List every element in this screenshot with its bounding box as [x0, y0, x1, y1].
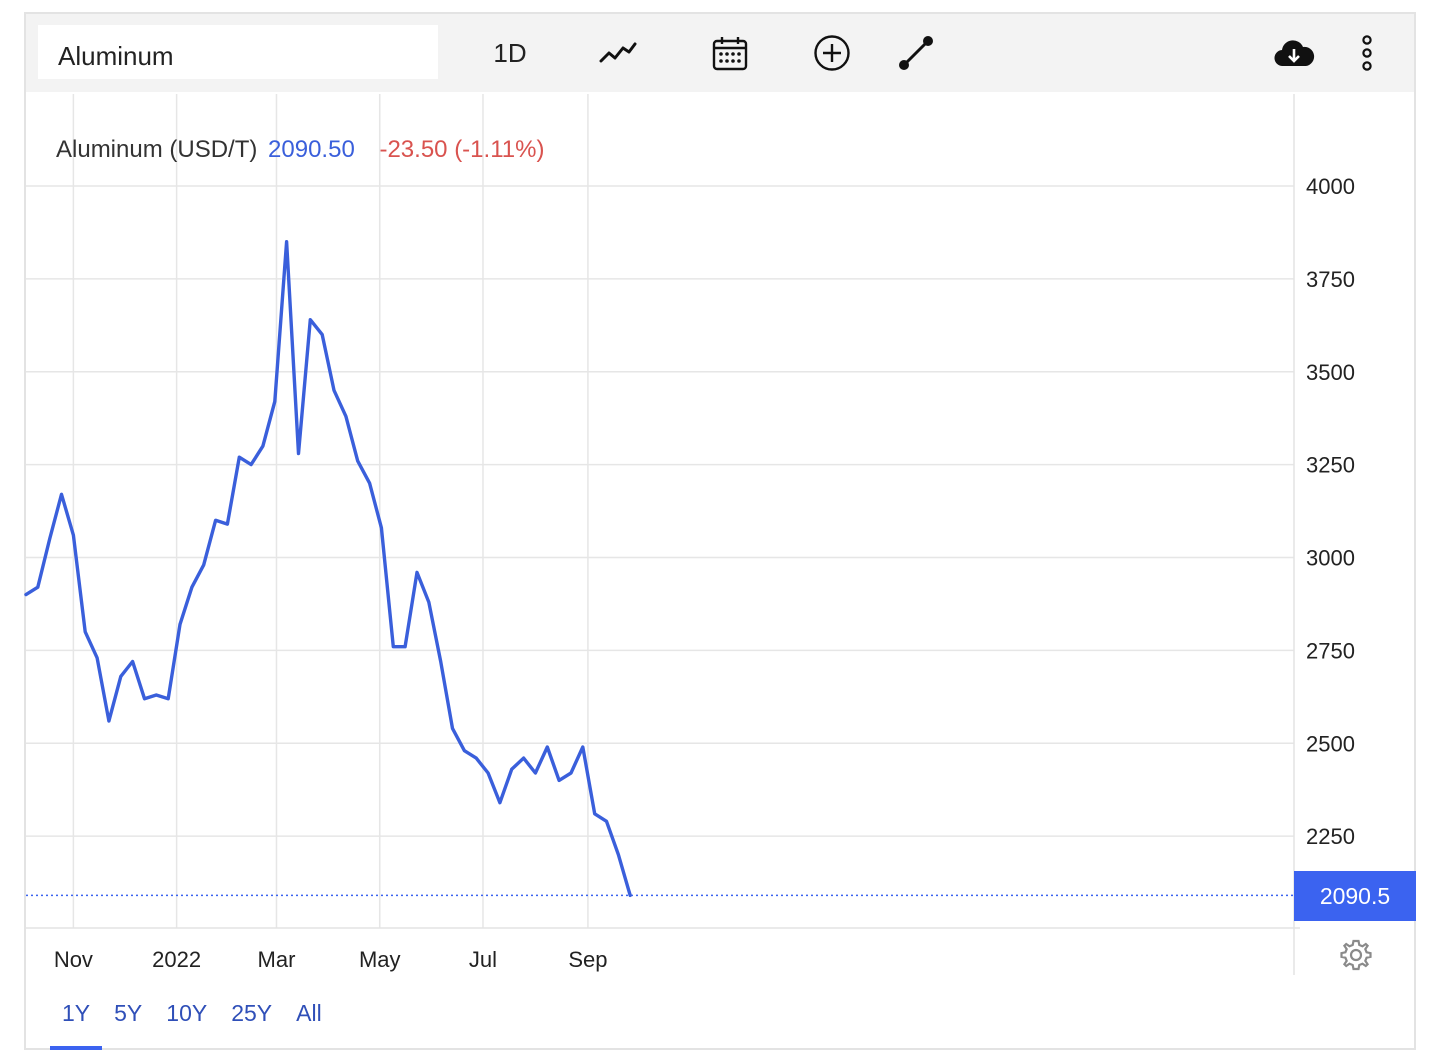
- calendar-icon: [712, 37, 748, 71]
- range-5y-button[interactable]: 5Y: [114, 1000, 143, 1026]
- data-point: [248, 462, 254, 468]
- data-point: [141, 696, 147, 702]
- data-point: [450, 725, 456, 731]
- data-point: [130, 659, 136, 665]
- data-point: [426, 599, 432, 605]
- data-point: [604, 818, 610, 824]
- data-point: [497, 800, 503, 806]
- line-chart-icon: [599, 42, 637, 63]
- y-tick-label: 2250: [1306, 824, 1355, 849]
- draw-line-icon: [899, 36, 933, 70]
- data-point: [532, 770, 538, 776]
- data-point: [568, 770, 574, 776]
- data-point: [367, 480, 373, 486]
- data-point: [544, 744, 550, 750]
- more-vertical-icon: [1362, 35, 1372, 71]
- y-tick-label: 2500: [1306, 731, 1355, 756]
- x-tick-label: Jul: [469, 947, 497, 972]
- data-point: [390, 644, 396, 650]
- download-cloud-icon: [1274, 40, 1315, 67]
- data-point: [118, 673, 124, 679]
- range-all-button[interactable]: All: [296, 1000, 322, 1026]
- x-tick-label: Nov: [54, 947, 93, 972]
- data-point: [319, 332, 325, 338]
- data-point: [461, 748, 467, 754]
- data-point: [592, 811, 598, 817]
- last-price-badge: 2090.5: [1294, 871, 1416, 921]
- y-tick-label: 2750: [1306, 638, 1355, 663]
- data-point: [236, 454, 242, 460]
- data-point: [82, 629, 88, 635]
- legend-change: -23.50 (-1.11%): [379, 136, 545, 163]
- data-point: [153, 692, 159, 698]
- x-tick-label: May: [359, 947, 401, 972]
- settings-gear-icon[interactable]: [1339, 938, 1373, 972]
- x-tick-label: Sep: [568, 947, 607, 972]
- y-tick-label: 3500: [1306, 360, 1355, 385]
- data-point: [35, 584, 41, 590]
- data-point: [378, 525, 384, 531]
- data-point: [224, 521, 230, 527]
- data-point: [509, 766, 515, 772]
- range-10y-button[interactable]: 10Y: [166, 1000, 208, 1026]
- chart-legend: Aluminum (USD/T) 2090.50 -23.50 (-1.11%): [56, 136, 544, 164]
- data-point: [177, 621, 183, 627]
- chart-toolbar: Aluminum 1D: [26, 14, 1414, 92]
- legend-series-name: Aluminum (USD/T): [56, 136, 258, 163]
- symbol-search-input[interactable]: Aluminum: [38, 25, 438, 79]
- data-point: [402, 644, 408, 650]
- y-tick-label: 3000: [1306, 546, 1355, 571]
- data-point: [521, 755, 527, 761]
- data-point: [189, 584, 195, 590]
- add-indicator-button[interactable]: [810, 28, 854, 78]
- data-point: [615, 852, 621, 858]
- legend-price: 2090.50: [268, 136, 355, 163]
- more-options-button[interactable]: [1352, 28, 1382, 78]
- data-point: [485, 770, 491, 776]
- range-25y-button[interactable]: 25Y: [231, 1000, 273, 1026]
- y-tick-label: 3250: [1306, 453, 1355, 478]
- data-point: [106, 718, 112, 724]
- data-point: [59, 491, 65, 497]
- download-button[interactable]: [1272, 28, 1316, 78]
- date-range-button[interactable]: [708, 28, 752, 78]
- data-point: [355, 458, 361, 464]
- y-tick-label: 4000: [1306, 174, 1355, 199]
- data-point: [473, 755, 479, 761]
- y-tick-label: 3750: [1306, 267, 1355, 292]
- add-indicator-icon: [814, 35, 850, 71]
- data-point: [272, 398, 278, 404]
- data-point: [331, 387, 337, 393]
- chart-type-button[interactable]: [596, 28, 640, 78]
- data-point: [70, 532, 76, 538]
- data-point: [556, 777, 562, 783]
- range-1y-button[interactable]: 1Y: [50, 994, 103, 1050]
- data-point: [580, 744, 586, 750]
- data-point: [47, 536, 53, 542]
- data-point: [295, 450, 301, 456]
- x-tick-label: 2022: [152, 947, 201, 972]
- data-point: [627, 892, 633, 898]
- data-point: [284, 239, 290, 245]
- chart-frame: [24, 12, 1416, 1050]
- range-selector: 1Y 5Y 10Y 25Y All: [50, 994, 334, 1050]
- data-point: [438, 659, 444, 665]
- data-point: [343, 413, 349, 419]
- data-point: [23, 592, 29, 598]
- draw-tool-button[interactable]: [894, 28, 938, 78]
- data-point: [213, 517, 219, 523]
- data-point: [260, 443, 266, 449]
- interval-button[interactable]: 1D: [488, 28, 532, 78]
- data-point: [165, 696, 171, 702]
- data-point: [414, 569, 420, 575]
- interval-label: 1D: [493, 37, 527, 68]
- data-point: [307, 317, 313, 323]
- data-point: [94, 655, 100, 661]
- price-series-line: [24, 240, 632, 898]
- data-point: [201, 562, 207, 568]
- x-tick-label: Mar: [258, 947, 296, 972]
